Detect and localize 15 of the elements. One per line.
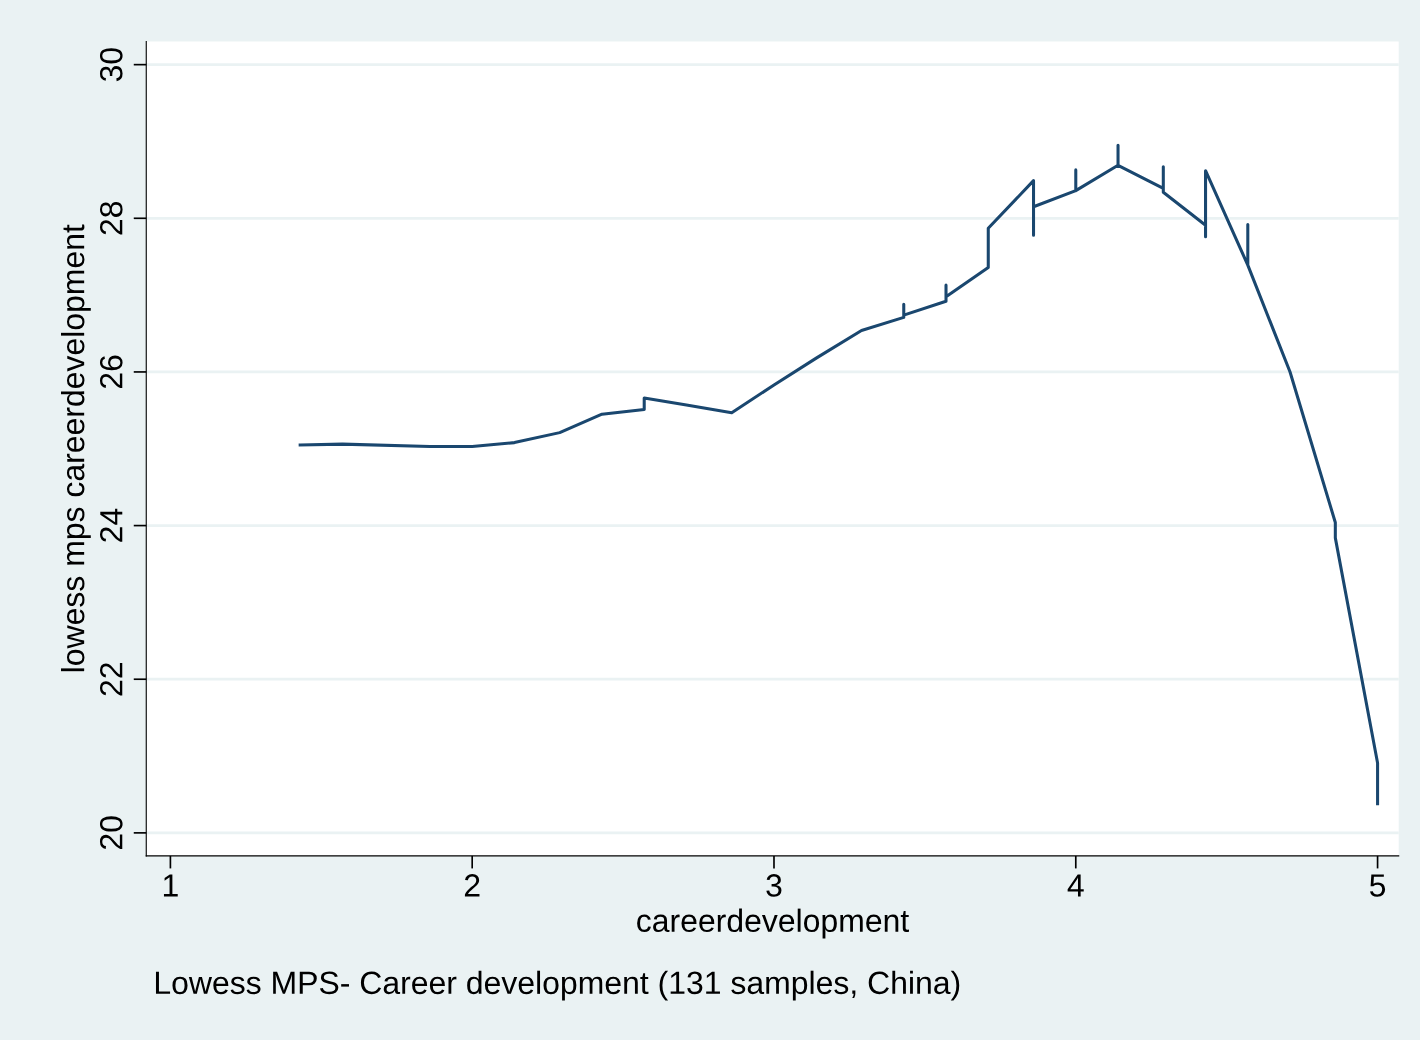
x-tick-label: 2 [464,874,480,897]
y-tick-label: 28 [99,201,123,235]
y-tick-label: 24 [99,508,123,542]
y-tick-label: 26 [99,355,123,389]
text: Lowess MPS- Career development (131 samples, China) [155,970,960,1001]
x-axis-title: careerdevelopment [637,908,909,939]
x-tick-label: 4 [1067,874,1084,897]
x-tick-label: 5 [1369,874,1386,897]
x-tick-label: 3 [766,874,782,897]
y-axis-title: lowess mps careerdevelopment [61,224,91,672]
y-tick-label: 22 [99,663,123,696]
y-tick-label: 20 [99,816,123,850]
line-series [298,143,1380,806]
y-tick-label: 30 [99,48,123,82]
x-tick-label: 1 [163,874,178,897]
